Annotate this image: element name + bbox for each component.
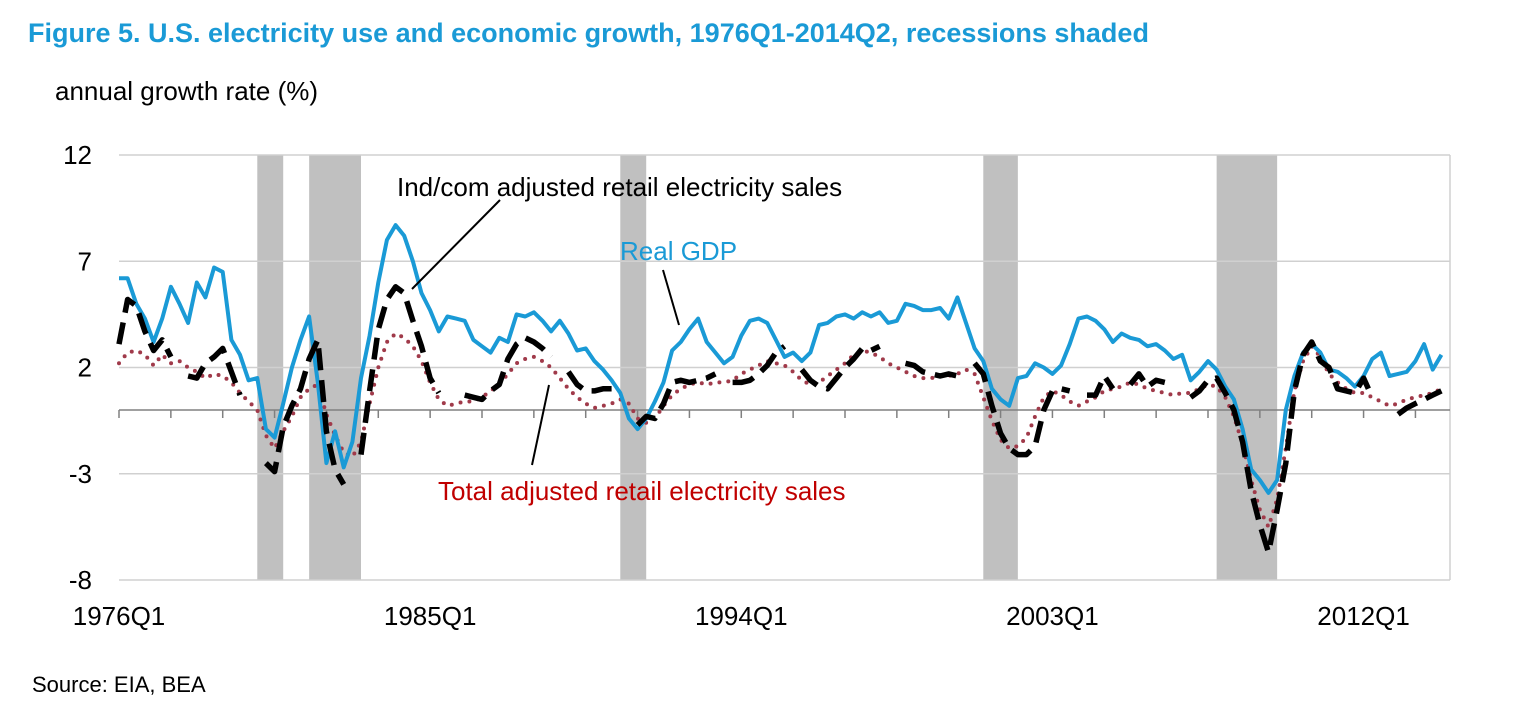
gdp-series-label: Real GDP — [620, 236, 737, 266]
series-line-indcom — [116, 284, 1443, 556]
y-tick-label: -8 — [69, 565, 92, 595]
x-tick-label: 1994Q1 — [695, 601, 788, 631]
annotations: Ind/com adjusted retail electricity sale… — [397, 172, 846, 506]
source-note: Source: EIA, BEA — [32, 672, 206, 697]
x-tick-label: 1985Q1 — [384, 601, 477, 631]
y-axis-label: annual growth rate (%) — [55, 76, 319, 106]
y-tick-label: 2 — [78, 353, 92, 383]
gridlines — [119, 154, 1451, 581]
y-tick-label: -3 — [69, 459, 92, 489]
chart-title: Figure 5. U.S. electricity use and econo… — [28, 18, 1149, 48]
series-gdp — [119, 223, 1444, 495]
x-tick-label: 1976Q1 — [73, 601, 166, 631]
total-leader-line — [531, 384, 550, 466]
y-tick-label: 7 — [78, 246, 92, 276]
x-tick-label: 2003Q1 — [1006, 601, 1099, 631]
y-tick-label: 12 — [63, 140, 92, 170]
series-line-gdp — [119, 223, 1444, 495]
series-total — [117, 331, 1444, 529]
total-series-label: Total adjusted retail electricity sales — [438, 476, 846, 506]
series-indcom — [116, 284, 1443, 556]
indcom-leader-line — [411, 199, 501, 290]
series-line-total — [117, 331, 1444, 529]
gdp-leader-line — [662, 269, 680, 326]
axes: 12 7 2 -3 -8 1976Q1 1985Q1 1994Q1 2003Q1 2012Q1 — [63, 140, 1450, 631]
indcom-series-label: Ind/com adjusted retail electricity sale… — [397, 172, 842, 202]
x-tick-label: 2012Q1 — [1317, 601, 1410, 631]
series-lines — [116, 223, 1444, 556]
